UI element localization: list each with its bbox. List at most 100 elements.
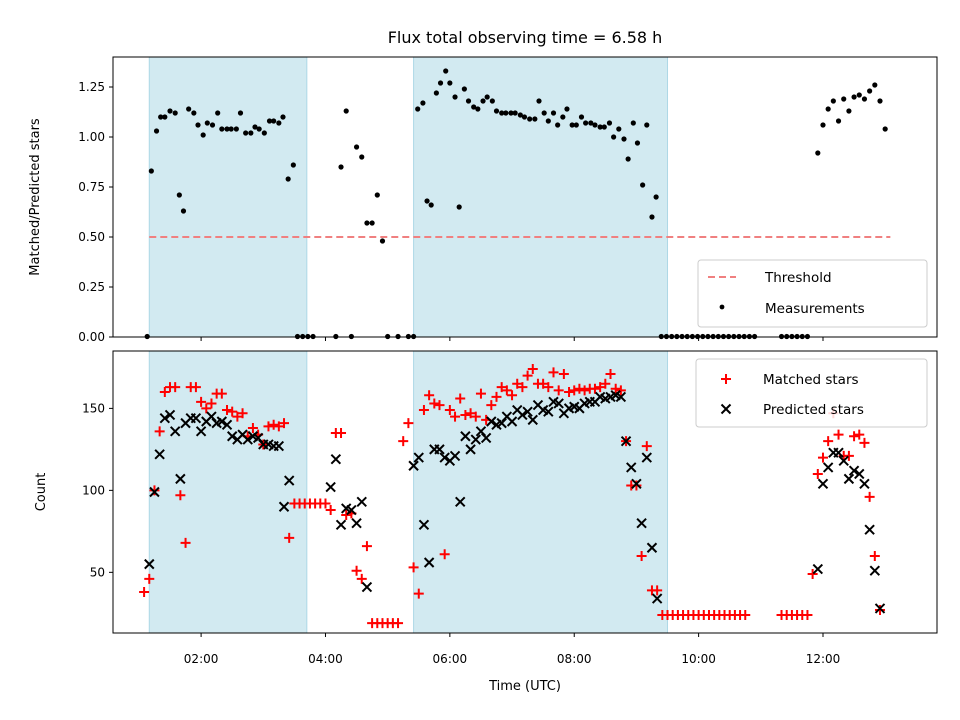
matched-stars-point (216, 388, 227, 399)
legends: Threshold Measurements Matched stars Predic… (695, 259, 928, 428)
matched-stars-point (522, 370, 533, 381)
measurement-point (630, 120, 636, 126)
predicted-stars-point (522, 406, 533, 417)
measurement-point (186, 106, 192, 112)
matched-stars-point (455, 393, 466, 404)
matched-stars-point (595, 382, 606, 393)
measurement-point (343, 108, 349, 114)
measurement-point (204, 120, 210, 126)
matched-stars-point (444, 405, 455, 416)
predicted-stars-point (418, 519, 430, 530)
predicted-stars-point (423, 557, 435, 568)
measurement-point (224, 126, 230, 132)
measurement-point (867, 88, 873, 94)
measurement-point (256, 126, 262, 132)
data-marks (139, 68, 891, 629)
matched-stars-point (268, 419, 279, 430)
measurement-point (428, 202, 434, 208)
top-y-tick-label: 0.25 (78, 280, 105, 294)
predicted-stars-point (620, 435, 632, 447)
measurement-point (172, 110, 178, 116)
measurement-point (266, 118, 273, 124)
matched-stars-point (393, 618, 404, 629)
matched-stars-point (553, 385, 564, 396)
matched-stars-point (874, 605, 885, 616)
predicted-stars-point (470, 434, 481, 445)
matched-stars-point (439, 549, 450, 560)
measurement-point (621, 136, 627, 142)
predicted-stars-point (854, 468, 865, 480)
bottom-legend-box (695, 358, 928, 428)
measurement-point (480, 98, 486, 104)
measurement-point (461, 86, 467, 92)
predicted-stars-point (335, 519, 347, 530)
matched-stars-point (351, 565, 362, 576)
measurement-point (148, 168, 154, 174)
bottom-y-tick-label: 100 (82, 483, 105, 497)
matched-stars-point (465, 408, 476, 419)
measurement-point (424, 198, 430, 204)
measurement-point (219, 126, 225, 132)
measurement-point (560, 114, 566, 120)
predicted-stars-point (486, 416, 497, 427)
measurement-point (200, 132, 206, 138)
matched-stars-point (237, 408, 248, 419)
predicted-stars-point (869, 565, 881, 576)
matched-stars-point (631, 480, 642, 491)
matched-stars-point (175, 490, 186, 501)
matched-stars-point (864, 491, 875, 502)
measurement-point (353, 144, 360, 150)
matched-stars-point (802, 609, 813, 620)
measurement-point (882, 126, 888, 132)
matched-stars-point (418, 405, 429, 416)
x-tick-label: 12:00 (806, 652, 841, 666)
top-y-tick-label: 1.25 (78, 80, 105, 94)
predicted-stars-point (273, 440, 285, 452)
predicted-stars-point (408, 460, 419, 471)
measurement-point (521, 114, 528, 120)
measurement-point (856, 92, 862, 98)
bottom-y-axis-label: Count (34, 473, 49, 512)
matched-stars-point (854, 429, 865, 440)
matched-stars-point (201, 403, 212, 414)
matched-stars-point (543, 382, 554, 393)
measurement-point (527, 116, 533, 122)
measurement-point (209, 122, 216, 128)
measurement-point (851, 94, 857, 100)
measurement-point (512, 110, 518, 116)
matched-stars-point (641, 441, 652, 452)
bottom-axes-frame (112, 350, 938, 634)
measurement-point (835, 118, 842, 124)
measurement-point (158, 114, 164, 120)
measurement-point (877, 98, 883, 104)
predicted-stars-point (149, 486, 160, 498)
predicted-stars-point (283, 475, 295, 486)
measurement-point (841, 96, 847, 102)
matched-stars-point (579, 385, 590, 396)
bottom-y-tick-label: 50 (90, 565, 105, 579)
measurement-point (508, 110, 514, 116)
measurement-point (379, 238, 386, 244)
bottom-y-tick-label: 150 (82, 401, 105, 415)
predicted-stars-point (242, 434, 253, 445)
matched-stars-point (227, 406, 238, 417)
predicted-stars-point (527, 414, 538, 426)
measurement-point (420, 100, 426, 106)
predicted-stars-point (159, 413, 171, 424)
measurement-point (447, 80, 453, 86)
measurement-point (489, 98, 495, 104)
measurement-point (606, 120, 613, 126)
measurement-point (237, 110, 244, 116)
matched-stars-point (859, 437, 870, 448)
legend-threshold-label: Threshold (764, 270, 832, 286)
measurement-point (625, 156, 631, 162)
measurement-point (338, 164, 344, 170)
top-axes-frame (112, 56, 938, 338)
measurement-point (456, 204, 462, 210)
measurement-point (588, 120, 594, 126)
measurement-point (374, 192, 380, 198)
predicted-stars-point (651, 593, 663, 604)
predicted-stars-point (480, 432, 492, 444)
measurement-point (611, 134, 617, 140)
matched-stars-point (206, 398, 217, 409)
